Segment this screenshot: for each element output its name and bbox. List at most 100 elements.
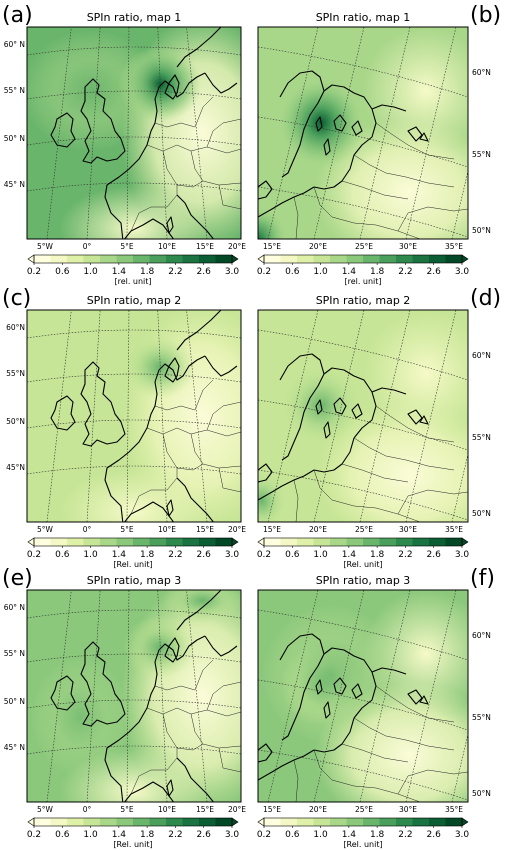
colorbar-segment bbox=[215, 255, 233, 263]
panel-label: (b) bbox=[470, 3, 501, 28]
map-area bbox=[257, 589, 469, 803]
colorbar-tick-label: 1.8 bbox=[370, 267, 385, 277]
colorbar-tick-label: 2.6 bbox=[427, 830, 442, 840]
map-panel-c: (c) SPIn ratio, map 2 60°N 55°N 50°N 45°N 5°W 0… bbox=[2, 286, 246, 569]
colorbar-segment bbox=[100, 538, 117, 546]
colorbar-segment bbox=[412, 538, 430, 546]
colorbar-segment bbox=[83, 818, 101, 826]
colorbar-segment bbox=[83, 538, 101, 546]
colorbar-segment bbox=[346, 818, 364, 826]
colorbar: 0.2 0.6 1.0 1.4 1.8 2.2 2.6 3.0 [Rel. unit] bbox=[257, 817, 470, 849]
lon-label: 25°E bbox=[355, 525, 373, 534]
panel-title: SPIn ratio, map 3 bbox=[316, 574, 411, 587]
colorbar-segment bbox=[182, 818, 200, 826]
map-panel-e: (e) SPIn ratio, map 3 60° N 55° N 50° N 45° N… bbox=[2, 566, 246, 849]
colorbar-tick-label: 1.0 bbox=[313, 267, 328, 277]
colorbar-tick-label: 0.2 bbox=[257, 830, 271, 840]
colorbar-tick-label: 1.4 bbox=[342, 267, 357, 277]
colorbar-tick-label: 1.4 bbox=[342, 830, 357, 840]
colorbar-tick-label: 0.6 bbox=[55, 267, 70, 277]
lon-label: 0° bbox=[83, 525, 92, 534]
colorbar-unit-label: [Rel. unit] bbox=[113, 840, 152, 849]
colorbar-segment bbox=[297, 818, 314, 826]
lat-label: 50°N bbox=[6, 417, 25, 426]
lon-label: 30°E bbox=[399, 242, 417, 251]
colorbar-tick-label: 3.0 bbox=[455, 267, 470, 277]
colorbar: 0.2 0.6 1.0 1.4 1.8 2.2 2.6 3.0 [rel. unit] bbox=[257, 254, 470, 286]
colorbar-tick-label: 1.0 bbox=[83, 830, 98, 840]
colorbar-tick-label: 3.0 bbox=[455, 830, 470, 840]
lat-label: 50° N bbox=[4, 697, 25, 706]
colorbar-tick-label: 1.8 bbox=[140, 830, 155, 840]
lon-label: 15°E bbox=[196, 805, 214, 814]
colorbar-tick-label: 1.0 bbox=[83, 267, 98, 277]
colorbar-segment bbox=[83, 255, 101, 263]
colorbar-segment bbox=[363, 538, 380, 546]
colorbar-segment bbox=[199, 255, 216, 263]
colorbar-segment bbox=[116, 255, 134, 263]
map-panel-a: (a) SPIn ratio, map 1 60° N 55° N 50° N 45° N… bbox=[2, 3, 246, 286]
colorbar-segment bbox=[166, 818, 183, 826]
lat-label: 55° N bbox=[4, 86, 25, 95]
colorbar-segment bbox=[313, 818, 331, 826]
lat-label: 55° N bbox=[4, 649, 25, 658]
colorbar-tick-label: 2.6 bbox=[197, 830, 212, 840]
colorbar-segment bbox=[116, 818, 134, 826]
colorbar-extend-min bbox=[27, 254, 35, 264]
colorbar-segment bbox=[149, 538, 167, 546]
lon-label: 30°E bbox=[399, 525, 417, 534]
colorbar-tick-label: 2.2 bbox=[398, 550, 412, 560]
map-area bbox=[26, 26, 242, 240]
lon-label: 20°E bbox=[228, 805, 246, 814]
colorbar-tick-label: 3.0 bbox=[225, 267, 240, 277]
lon-label: 5°W bbox=[37, 805, 54, 814]
map-area bbox=[257, 309, 469, 523]
lat-label: 45° N bbox=[4, 180, 25, 189]
colorbar-segment bbox=[264, 818, 281, 826]
colorbar-tick-label: 1.4 bbox=[112, 267, 127, 277]
lon-label: 10°E bbox=[158, 242, 176, 251]
colorbar-segment bbox=[34, 255, 51, 263]
colorbar-extend-max bbox=[461, 537, 469, 547]
colorbar: 0.2 0.6 1.0 1.4 1.8 2.2 2.6 3.0 [Rel. unit] bbox=[27, 537, 239, 569]
colorbar-segment bbox=[396, 255, 413, 263]
colorbar-tick-label: 0.2 bbox=[27, 267, 41, 277]
colorbar-segment bbox=[166, 255, 183, 263]
colorbar-tick-label: 1.4 bbox=[112, 550, 127, 560]
colorbar-segment bbox=[149, 818, 167, 826]
colorbar-tick-label: 2.6 bbox=[427, 267, 442, 277]
lat-label: 60°N bbox=[6, 323, 25, 332]
panel-label: (e) bbox=[2, 566, 33, 591]
colorbar-tick-label: 0.6 bbox=[55, 830, 70, 840]
panel-label: (a) bbox=[2, 3, 33, 28]
lon-label: 0° bbox=[83, 805, 92, 814]
map-panel-f: (f) SPIn ratio, map 3 60°N 55°N 50°N 15°E 20°E… bbox=[257, 566, 495, 849]
colorbar-segment bbox=[215, 538, 233, 546]
colorbar-segment bbox=[396, 538, 413, 546]
colorbar-unit-label: [Rel. unit] bbox=[343, 840, 382, 849]
colorbar-extend-max bbox=[231, 817, 239, 827]
lon-label: 25°E bbox=[355, 242, 373, 251]
lon-label: 35°E bbox=[445, 525, 463, 534]
colorbar-tick-label: 0.6 bbox=[285, 267, 300, 277]
colorbar-tick-label: 1.8 bbox=[370, 830, 385, 840]
colorbar-segment bbox=[34, 538, 51, 546]
colorbar-segment bbox=[313, 255, 331, 263]
colorbar-tick-label: 0.6 bbox=[285, 550, 300, 560]
colorbar-segment bbox=[379, 538, 397, 546]
colorbar-segment bbox=[100, 818, 117, 826]
colorbar-unit-label: [rel. unit] bbox=[114, 277, 151, 286]
colorbar-segment bbox=[199, 538, 216, 546]
colorbar-segment bbox=[116, 538, 134, 546]
lon-label: 5°E bbox=[120, 525, 134, 534]
lon-label: 5°E bbox=[120, 242, 134, 251]
colorbar-segment bbox=[445, 818, 463, 826]
panel-label: (f) bbox=[470, 566, 495, 591]
panel-title: SPIn ratio, map 2 bbox=[316, 294, 411, 307]
colorbar-tick-label: 2.2 bbox=[168, 267, 182, 277]
colorbar-segment bbox=[50, 538, 68, 546]
colorbar-tick-label: 1.8 bbox=[370, 550, 385, 560]
lon-label: 35°E bbox=[445, 242, 463, 251]
colorbar-tick-label: 3.0 bbox=[455, 550, 470, 560]
